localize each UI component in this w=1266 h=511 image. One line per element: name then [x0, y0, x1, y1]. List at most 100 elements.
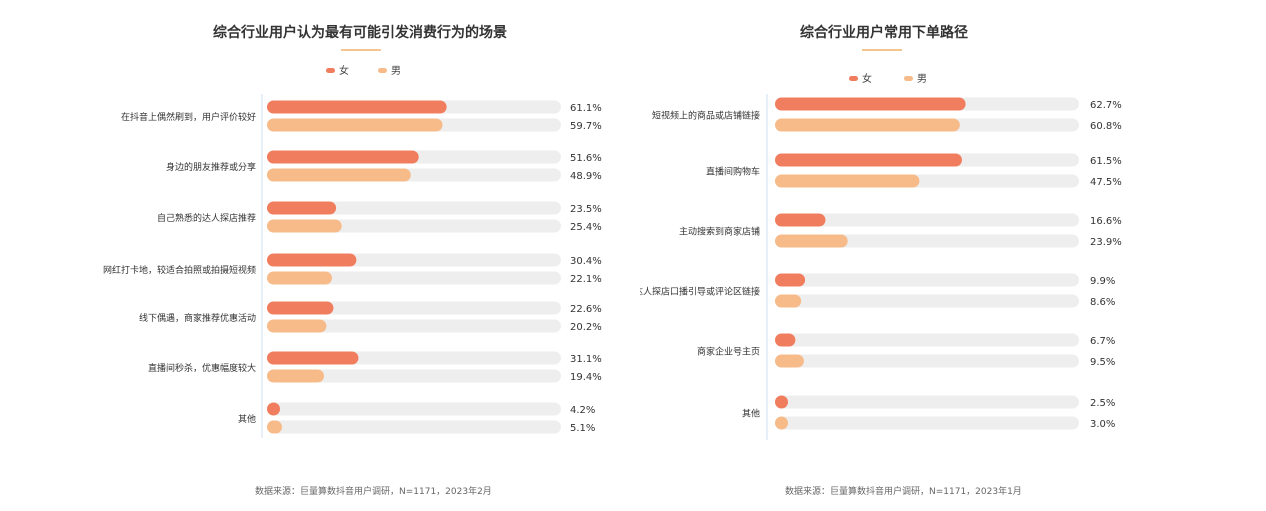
- data-label: 6.7%: [1090, 336, 1115, 347]
- legend-swatch-female: [849, 75, 858, 81]
- legend-swatch-female: [326, 67, 335, 73]
- bar-female: [775, 153, 962, 167]
- legend-label-female: 女: [339, 66, 349, 77]
- bar-track: [267, 301, 561, 315]
- category-label: 商家企业号主页: [697, 346, 760, 358]
- legend-swatch-male: [378, 67, 387, 73]
- data-label: 9.9%: [1090, 276, 1115, 287]
- category-label: 短视频上的商品或店铺链接: [652, 110, 760, 122]
- data-label: 25.4%: [570, 222, 602, 233]
- legend-item-female: 女: [849, 70, 872, 85]
- data-label: 2.5%: [1090, 398, 1115, 409]
- data-label: 22.6%: [570, 304, 602, 315]
- legend-label-male: 男: [917, 74, 927, 85]
- data-label: 62.7%: [1090, 100, 1122, 111]
- legend-label-female: 女: [862, 74, 872, 85]
- bar-track: [775, 234, 1079, 248]
- bar-female: [775, 97, 966, 111]
- bar-female: [775, 213, 826, 227]
- chart-title: 综合行业用户常用下单路径: [800, 25, 968, 41]
- data-label: 3.0%: [1090, 419, 1115, 430]
- data-label: 9.5%: [1090, 357, 1115, 368]
- bar-male: [267, 118, 443, 132]
- bar-female: [267, 351, 359, 365]
- legend-label-male: 男: [391, 66, 401, 77]
- bar-chart-left: 在抖音上偶然刷到，用户评价较好 61.1% 59.7% 身边的朋友推荐或分享 51.6%…: [103, 94, 602, 438]
- bar-female: [267, 201, 337, 215]
- data-label: 5.1%: [570, 423, 595, 434]
- category-label: 其他: [238, 413, 256, 425]
- title-underline: [862, 49, 902, 51]
- legend-item-male: 男: [904, 70, 927, 85]
- data-label: 23.5%: [570, 204, 602, 215]
- data-label: 61.5%: [1090, 156, 1122, 167]
- bar-male: [775, 174, 920, 188]
- bar-male: [267, 271, 332, 285]
- bar-male: [267, 168, 411, 182]
- bar-track: [775, 416, 1079, 430]
- bar-track: [267, 201, 561, 215]
- bar-male: [775, 416, 788, 430]
- bar-track: [267, 402, 561, 416]
- bar-male: [267, 219, 342, 233]
- bar-female: [775, 273, 806, 287]
- bar-track: [775, 395, 1079, 409]
- category-label: 主动搜索到商家店铺: [679, 226, 760, 238]
- bar-male: [267, 319, 327, 333]
- data-label: 8.6%: [1090, 297, 1115, 308]
- data-label: 59.7%: [570, 121, 602, 132]
- bar-chart-right: 短视频上的商品或店铺链接 62.7% 60.8% 直播间购物车 61.5% 47.5% 主动…: [640, 94, 1122, 440]
- category-label: 直播间购物车: [706, 166, 760, 178]
- data-source-note: 数据来源：巨量算数抖音用户调研，N=1171，2023年1月: [785, 487, 1022, 497]
- bar-track: [267, 319, 561, 333]
- bar-female: [267, 402, 280, 416]
- chart-panel-left: 综合行业用户认为最有可能引发消费行为的场景 女 男 在抖音上偶然刷到，用户评价较…: [103, 25, 602, 497]
- chart-panel-right: 综合行业用户常用下单路径 女 男 短视频上的商品或店铺链接 62.7% 60.8% 直…: [640, 0, 1266, 511]
- data-label: 4.2%: [570, 405, 595, 416]
- bar-female: [267, 100, 447, 114]
- category-label: 自己熟悉的达人探店推荐: [157, 212, 256, 224]
- data-source-note: 数据来源：巨量算数抖音用户调研，N=1171，2023年2月: [255, 487, 492, 497]
- bar-female: [267, 253, 357, 267]
- bar-male: [775, 354, 804, 368]
- bar-male: [775, 118, 960, 132]
- bar-male: [267, 369, 325, 383]
- bar-male: [775, 294, 802, 308]
- bar-track: [775, 273, 1079, 287]
- data-label: 16.6%: [1090, 216, 1122, 227]
- bar-male: [775, 234, 848, 248]
- category-label: 网红打卡地，较适合拍照或拍摄短视频: [103, 264, 256, 276]
- data-label: 60.8%: [1090, 121, 1122, 132]
- bar-track: [267, 271, 561, 285]
- category-label: 达人探店口播引导或评论区链接: [640, 286, 760, 298]
- data-label: 61.1%: [570, 103, 602, 114]
- data-label: 31.1%: [570, 354, 602, 365]
- data-label: 23.9%: [1090, 237, 1122, 248]
- bar-female: [775, 333, 796, 347]
- bar-track: [775, 333, 1079, 347]
- data-label: 20.2%: [570, 322, 602, 333]
- chart-title: 综合行业用户认为最有可能引发消费行为的场景: [213, 25, 507, 41]
- category-label: 身边的朋友推荐或分享: [166, 161, 256, 173]
- data-label: 22.1%: [570, 274, 602, 285]
- legend-item-female: 女: [326, 62, 349, 77]
- bar-track: [775, 294, 1079, 308]
- category-label: 线下偶遇，商家推荐优惠活动: [139, 312, 256, 324]
- bar-track: [775, 213, 1079, 227]
- title-underline: [341, 49, 381, 51]
- bar-female: [267, 301, 334, 315]
- legend-item-male: 男: [378, 62, 401, 77]
- bar-female: [775, 395, 788, 409]
- data-label: 48.9%: [570, 171, 602, 182]
- category-label: 直播间秒杀，优惠幅度较大: [148, 362, 256, 374]
- data-label: 30.4%: [570, 256, 602, 267]
- bar-track: [267, 369, 561, 383]
- legend-swatch-male: [904, 75, 913, 81]
- bar-track: [775, 354, 1079, 368]
- category-label: 在抖音上偶然刷到，用户评价较好: [121, 111, 256, 123]
- bar-track: [267, 420, 561, 434]
- data-label: 19.4%: [570, 372, 602, 383]
- bar-female: [267, 150, 419, 164]
- data-label: 47.5%: [1090, 177, 1122, 188]
- category-label: 其他: [742, 408, 760, 420]
